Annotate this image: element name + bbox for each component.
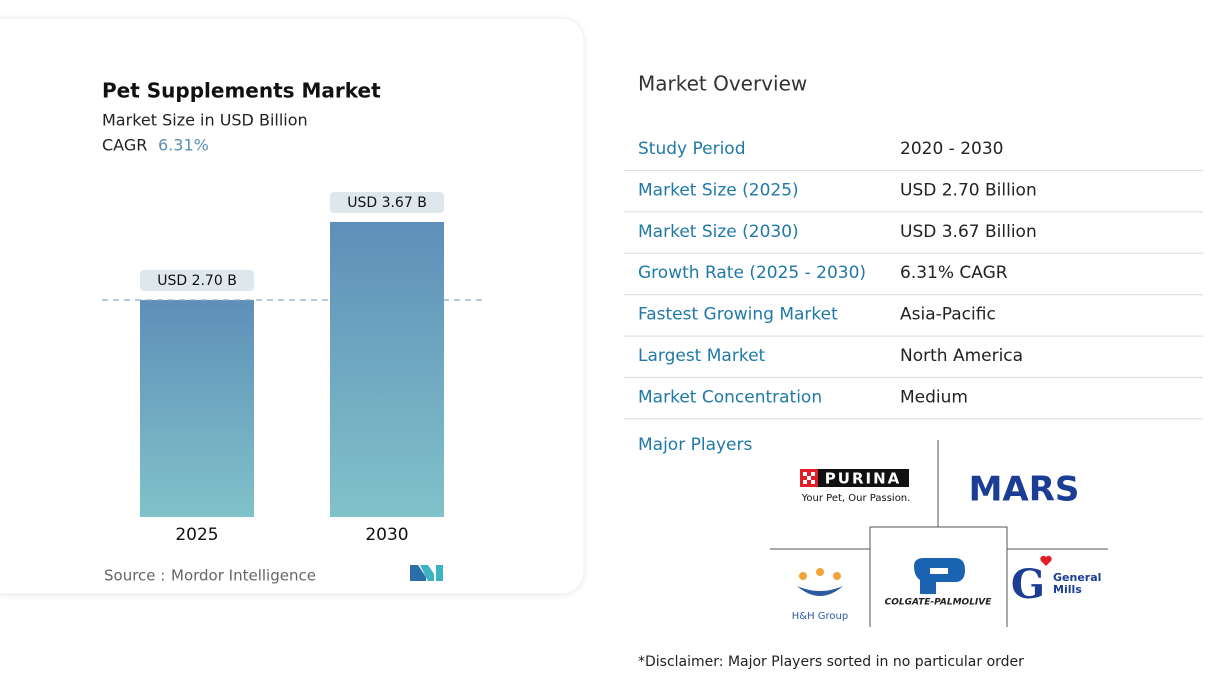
x-tick-label: 2030 bbox=[365, 525, 408, 545]
row-label: Study Period bbox=[638, 139, 746, 159]
row-label: Growth Rate (2025 - 2030) bbox=[638, 263, 866, 283]
purina-tagline: Your Pet, Our Passion. bbox=[801, 493, 911, 504]
row-value: North America bbox=[900, 346, 1023, 366]
chart-title: Pet Supplements Market bbox=[102, 79, 381, 103]
gm-name-1: General bbox=[1053, 571, 1101, 584]
general-mills-logo: G General Mills bbox=[1011, 555, 1101, 608]
hh-name: H&H Group bbox=[792, 611, 848, 622]
row-value: 2020 - 2030 bbox=[900, 139, 1003, 159]
mars-logo: MARS bbox=[969, 470, 1080, 510]
overview-title: Market Overview bbox=[638, 72, 807, 96]
row-value: USD 2.70 Billion bbox=[900, 180, 1037, 200]
overview-table: Study Period 2020 - 2030 Market Size (2025… bbox=[624, 139, 1203, 420]
row-value: Medium bbox=[900, 387, 968, 407]
row-label: Market Size (2025) bbox=[638, 180, 799, 200]
bar-chart: USD 2.70 B 2025 USD 3.67 B 2030 bbox=[102, 192, 485, 545]
cagr-label: CAGR bbox=[102, 136, 147, 155]
row-label: Market Size (2030) bbox=[638, 222, 799, 242]
colgate-name: COLGATE-PALMOLIVE bbox=[885, 598, 993, 608]
value-label-bg bbox=[330, 192, 444, 213]
value-label: USD 3.67 B bbox=[347, 195, 427, 211]
disclaimer: *Disclaimer: Major Players sorted in no … bbox=[638, 654, 1024, 670]
chart-card bbox=[0, 17, 585, 595]
source: Mordor Intelligence bbox=[171, 567, 316, 585]
players-title: Major Players bbox=[638, 435, 753, 455]
cagr-value: 6.31% bbox=[158, 136, 209, 155]
source-label: Source : bbox=[104, 567, 165, 585]
bar bbox=[140, 299, 254, 517]
chart-subtitle: Market Size in USD Billion bbox=[102, 111, 308, 130]
row-value: Asia-Pacific bbox=[900, 305, 996, 325]
row-value: 6.31% CAGR bbox=[900, 263, 1008, 283]
value-label-bg bbox=[140, 269, 254, 291]
purina-logo: PURINA Your Pet, Our Passion. bbox=[800, 469, 910, 504]
bar bbox=[330, 222, 444, 517]
value-label: USD 2.70 B bbox=[157, 273, 237, 289]
row-label: Market Concentration bbox=[638, 387, 822, 407]
row-label: Largest Market bbox=[638, 346, 766, 366]
row-label: Fastest Growing Market bbox=[638, 305, 838, 325]
players-grid bbox=[770, 440, 1108, 627]
svg-text:G: G bbox=[1011, 561, 1045, 608]
hh-logo: H&H Group bbox=[792, 568, 848, 622]
gm-name-2: Mills bbox=[1053, 583, 1082, 596]
row-value: USD 3.67 Billion bbox=[900, 222, 1037, 242]
x-tick-label: 2025 bbox=[175, 525, 218, 545]
purina-name: PURINA bbox=[825, 470, 901, 488]
colgate-logo: COLGATE-PALMOLIVE bbox=[885, 558, 993, 608]
mordor-logo bbox=[410, 565, 443, 581]
